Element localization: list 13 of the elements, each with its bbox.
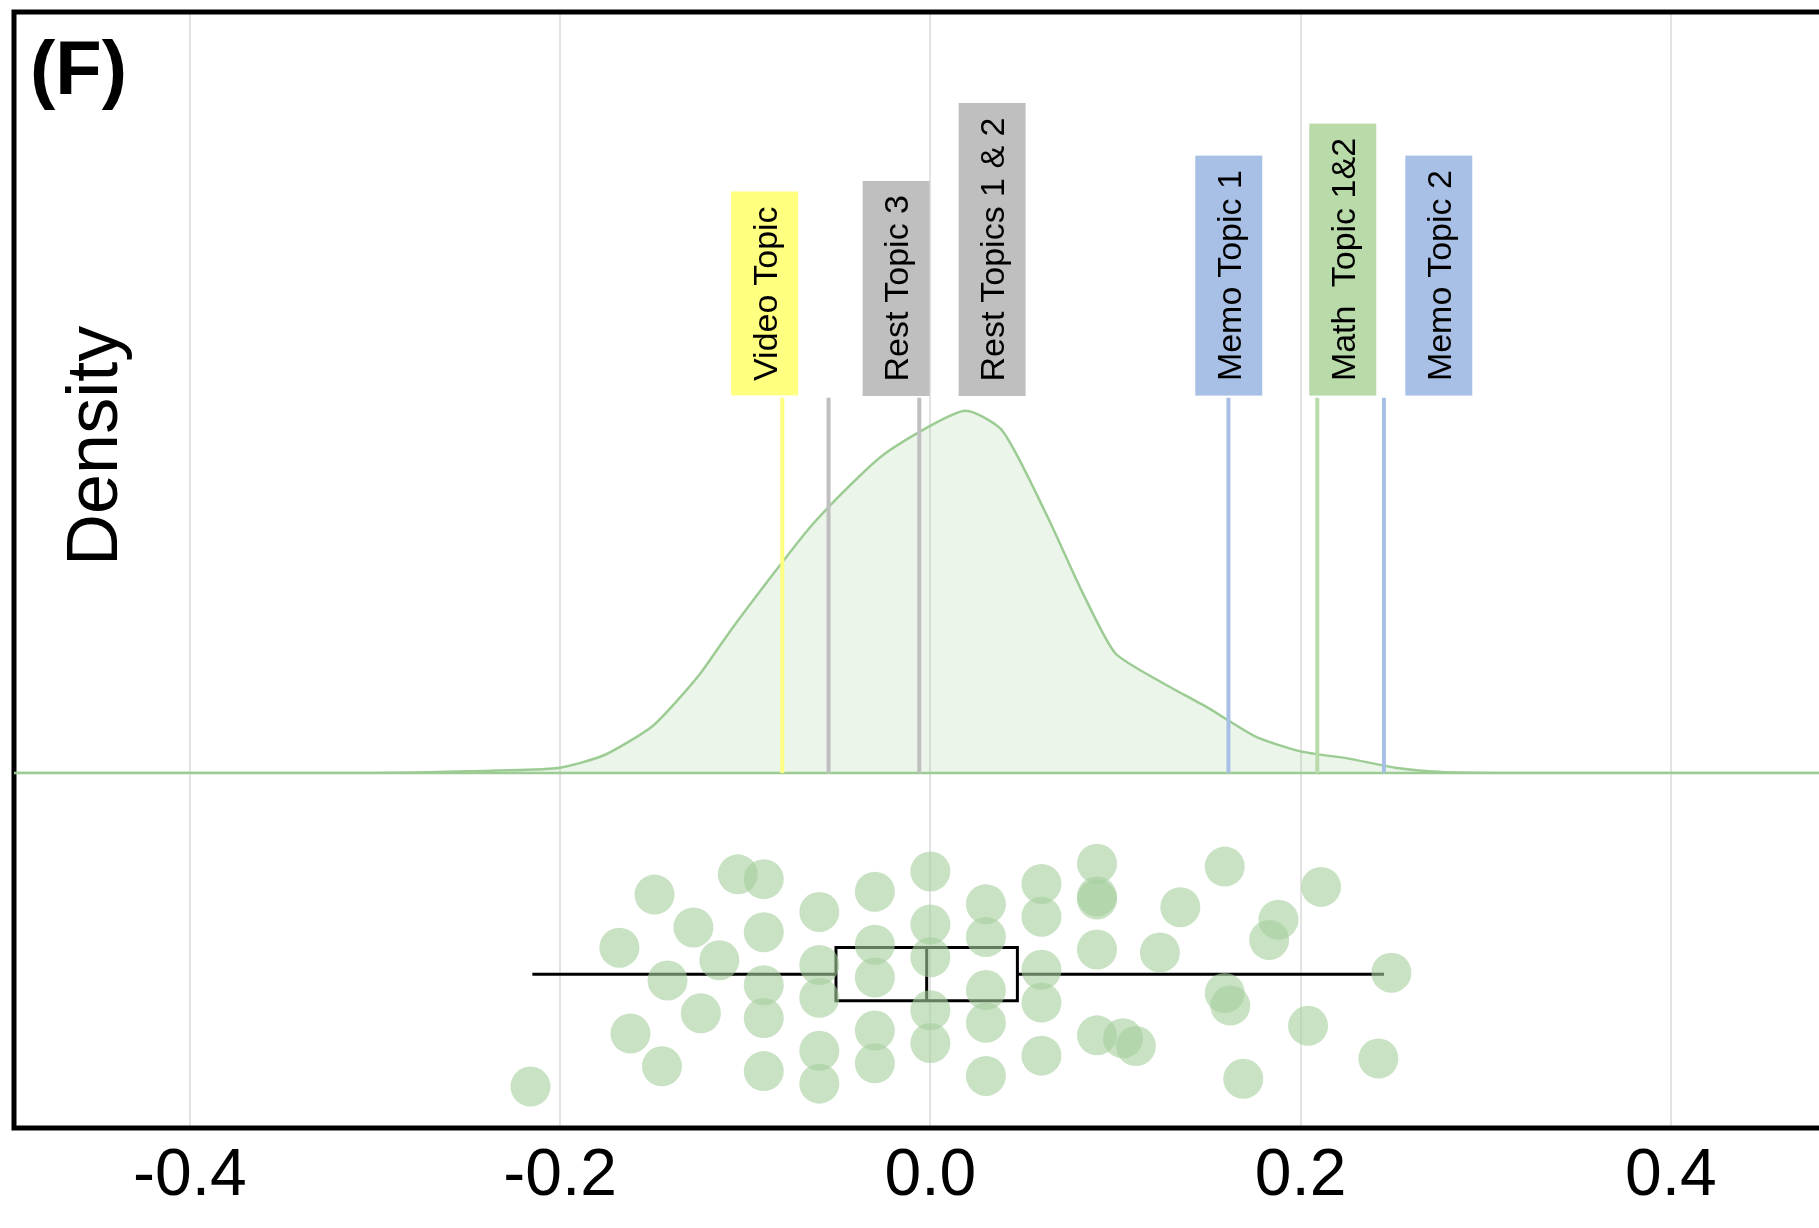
ref-line-label: Memo Topic 2	[1419, 170, 1458, 382]
ref-line-label: Video Topic	[745, 206, 784, 381]
ref-line-label: Memo Topic 1	[1209, 170, 1248, 382]
x-tick-label: -0.2	[503, 1135, 617, 1209]
x-tick-label: -0.4	[133, 1135, 247, 1209]
ref-line-label: Rest Topics 1 & 2	[973, 117, 1012, 382]
text: (F)	[30, 25, 128, 110]
x-tick-label: 0.0	[884, 1135, 977, 1209]
y-axis-title: Density	[52, 325, 133, 566]
ref-line-label: Rest Topic 3	[877, 194, 916, 382]
ref-line-label: Math Topic 1&2	[1323, 137, 1362, 382]
x-tick-label: 0.4	[1625, 1135, 1717, 1209]
x-tick-label: 0.2	[1254, 1135, 1347, 1209]
